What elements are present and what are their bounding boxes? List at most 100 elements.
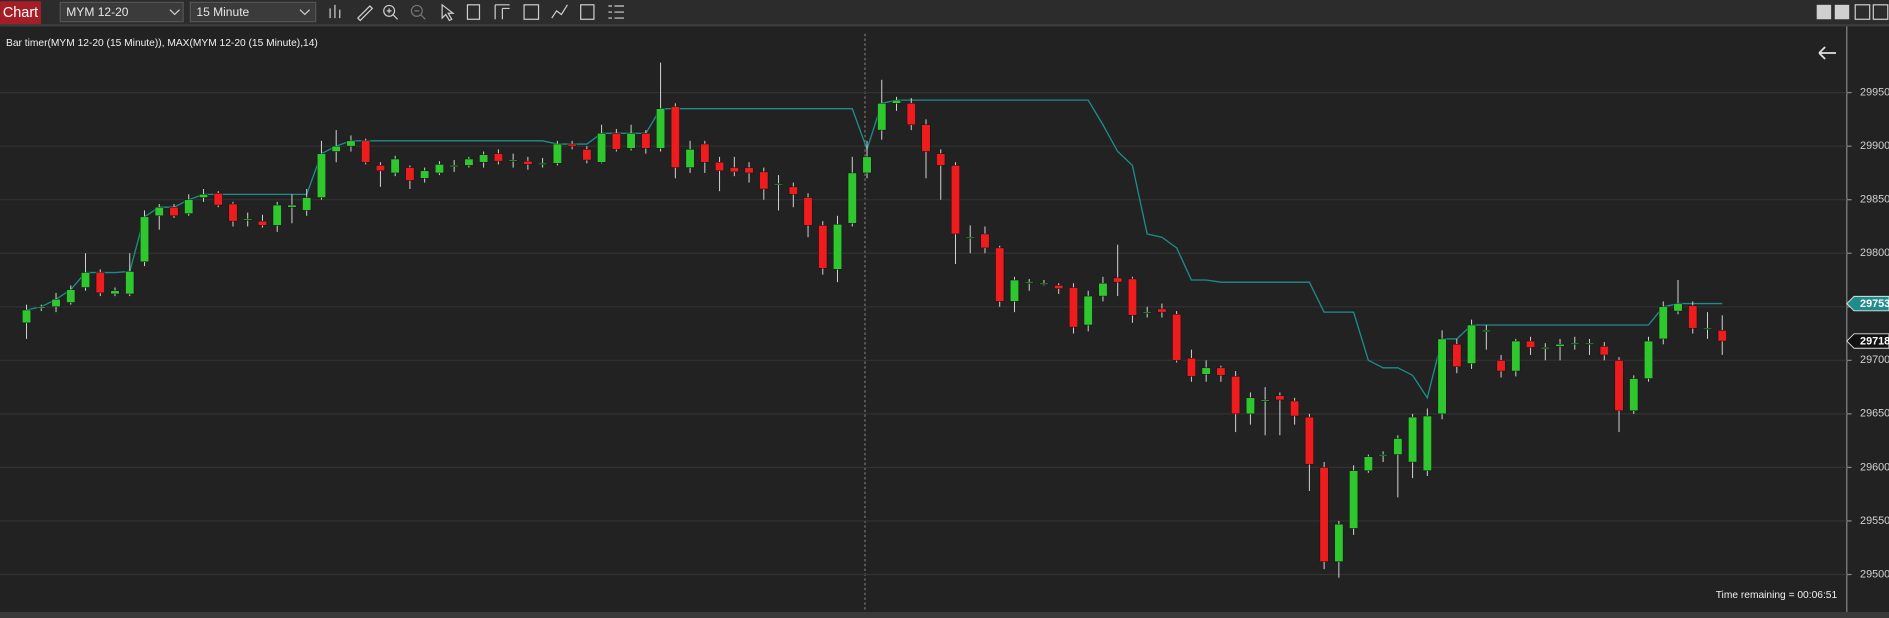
candle-body bbox=[1010, 279, 1019, 302]
candle-body bbox=[331, 145, 341, 152]
toolbar-border bbox=[0, 24, 1889, 27]
candle-body bbox=[169, 206, 179, 217]
candle-body bbox=[1511, 340, 1521, 372]
pointer-icon[interactable] bbox=[441, 3, 455, 22]
candle-body bbox=[51, 299, 61, 308]
candle-body bbox=[523, 160, 533, 165]
minimize-button[interactable] bbox=[1854, 4, 1871, 20]
candle-body bbox=[1275, 395, 1285, 401]
interval-label: 15 Minute bbox=[196, 5, 249, 19]
instrument-select[interactable] bbox=[59, 1, 184, 23]
analyzer-icon[interactable] bbox=[580, 4, 595, 20]
candle-body bbox=[1290, 400, 1300, 417]
scrollbar[interactable] bbox=[0, 611, 1889, 618]
candle-body bbox=[81, 272, 90, 288]
candle-body bbox=[715, 161, 725, 172]
candle-body bbox=[906, 103, 916, 125]
template-icon[interactable] bbox=[494, 4, 510, 20]
instrument-label: MYM 12-20 bbox=[66, 5, 128, 19]
candle-body bbox=[346, 140, 356, 147]
candle-body bbox=[1024, 281, 1034, 284]
candle-body bbox=[833, 224, 842, 270]
candle-body bbox=[1083, 295, 1093, 326]
interval-select[interactable] bbox=[189, 1, 317, 23]
y-tick-label: 29600 bbox=[1860, 461, 1889, 473]
list-icon[interactable] bbox=[608, 5, 625, 19]
candle-body bbox=[1157, 308, 1167, 313]
candle-body bbox=[213, 193, 223, 206]
candle-body bbox=[980, 233, 990, 249]
toolbar-icons bbox=[329, 3, 625, 22]
bars-icon[interactable] bbox=[329, 4, 341, 19]
candle-body bbox=[1098, 282, 1108, 297]
candle-body bbox=[1304, 416, 1314, 465]
candle-body bbox=[493, 153, 503, 162]
candle-body bbox=[434, 164, 444, 174]
candle-body bbox=[936, 153, 946, 166]
candle-body bbox=[921, 124, 931, 152]
y-tick-label: 29650 bbox=[1860, 408, 1889, 420]
candle-body bbox=[140, 216, 149, 263]
candle-body bbox=[759, 171, 769, 190]
candle-body bbox=[405, 167, 415, 181]
candle-body bbox=[199, 194, 208, 198]
candle-body bbox=[626, 133, 636, 149]
zoom-in-icon[interactable] bbox=[383, 4, 396, 17]
candle-body bbox=[995, 247, 1005, 302]
candle-body bbox=[538, 163, 548, 165]
candle-body bbox=[951, 165, 960, 235]
draw-icon[interactable] bbox=[356, 5, 374, 22]
price-marker-label: 29718 bbox=[1860, 336, 1889, 348]
window-button[interactable] bbox=[1834, 4, 1850, 20]
y-tick-label: 29500 bbox=[1860, 568, 1889, 580]
time-remaining: Time remaining = 00:06:51 bbox=[1716, 590, 1838, 601]
candle-body bbox=[302, 197, 312, 211]
candle-body bbox=[818, 225, 828, 269]
candle-body bbox=[1496, 360, 1506, 372]
candle-body bbox=[744, 167, 754, 174]
indicator-icon[interactable] bbox=[551, 4, 568, 19]
candle-body bbox=[508, 159, 518, 162]
candle-body bbox=[685, 149, 695, 168]
back-arrow[interactable] bbox=[1818, 46, 1836, 60]
zoom-out-icon[interactable] bbox=[410, 4, 423, 17]
candle-body bbox=[1260, 399, 1270, 402]
chart-tab[interactable] bbox=[0, 1, 41, 25]
chart-tab-label: Chart bbox=[3, 5, 38, 21]
y-tick-label: 29800 bbox=[1860, 247, 1889, 259]
candle-body bbox=[1172, 314, 1182, 361]
candle-body bbox=[184, 199, 194, 214]
candle-body bbox=[1201, 367, 1211, 375]
strategy-icon[interactable] bbox=[523, 4, 540, 20]
candle-body bbox=[552, 143, 562, 164]
candle-body bbox=[316, 153, 326, 198]
candle-body bbox=[228, 203, 238, 222]
candle-body bbox=[1186, 357, 1196, 377]
candle-body bbox=[1673, 303, 1683, 312]
candle-body bbox=[1127, 278, 1137, 316]
candle-body bbox=[1393, 438, 1403, 455]
candle-body bbox=[788, 186, 798, 195]
candle-body bbox=[154, 206, 164, 217]
value-axis: 2950029550296002965029700297502980029850… bbox=[1846, 86, 1889, 580]
candle-body bbox=[1334, 523, 1344, 562]
properties-icon[interactable] bbox=[466, 4, 481, 20]
candle-body bbox=[1526, 340, 1536, 348]
restore-button[interactable] bbox=[1872, 4, 1889, 20]
candle-body bbox=[287, 204, 297, 208]
candle-body bbox=[1688, 305, 1698, 329]
window-button[interactable] bbox=[1816, 4, 1832, 20]
candle-body bbox=[670, 106, 680, 168]
y-tick-label: 29700 bbox=[1860, 354, 1889, 366]
window-buttons bbox=[1816, 4, 1889, 20]
candle-body bbox=[1437, 338, 1447, 415]
candle-body bbox=[847, 172, 857, 224]
y-tick-label: 29550 bbox=[1860, 515, 1889, 527]
candle-body bbox=[803, 197, 813, 226]
candle-body bbox=[390, 158, 400, 174]
candle-body bbox=[449, 165, 459, 167]
candle-body bbox=[479, 154, 489, 163]
candle-body bbox=[361, 140, 371, 163]
candle-body bbox=[656, 108, 666, 149]
candle-body bbox=[464, 158, 474, 166]
